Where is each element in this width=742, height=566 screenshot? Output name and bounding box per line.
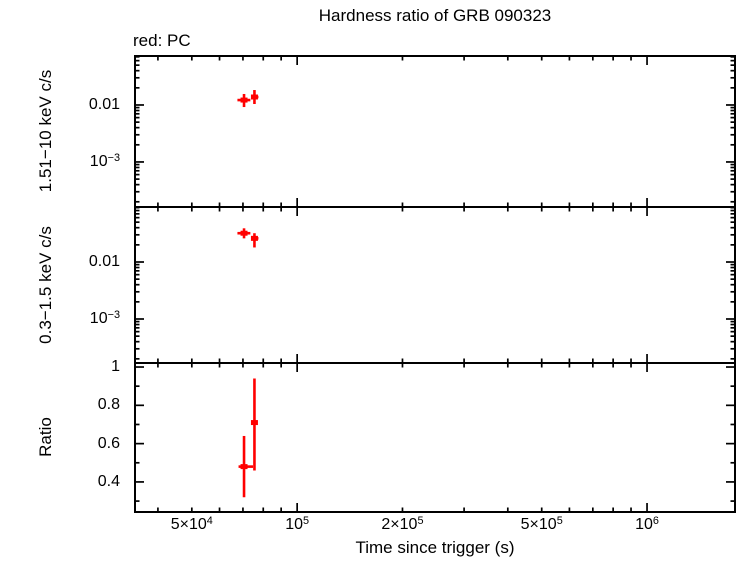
x-tick-label: 2×105 <box>381 514 424 533</box>
y-tick-label: 0.01 <box>88 95 120 113</box>
x-axis-label: Time since trigger (s) <box>355 538 515 557</box>
chart-title: Hardness ratio of GRB 090323 <box>318 6 552 25</box>
y-tick-label: 0.01 <box>88 253 120 270</box>
x-tick-label: 5×105 <box>520 514 563 533</box>
mode-legend: red: PC <box>133 31 191 50</box>
y-tick-label: 10−3 <box>89 308 120 327</box>
panel-frame-soft-rate <box>134 206 736 364</box>
panel-frame-hard-rate <box>134 55 736 208</box>
y-tick-label: 0.4 <box>97 472 120 490</box>
x-tick-label: 105 <box>285 514 310 533</box>
y-tick-label: 10−3 <box>89 151 120 170</box>
x-tick-label: 5×104 <box>170 514 213 533</box>
y-tick-label: 0.6 <box>97 434 120 452</box>
panel-frame-ratio <box>134 362 736 513</box>
x-tick-label: 106 <box>635 514 659 533</box>
y-tick-label: 1 <box>111 358 120 376</box>
y-tick-label: 0.8 <box>97 396 120 414</box>
y-axis-label-hard: 1.51−10 keV c/s <box>36 69 55 193</box>
